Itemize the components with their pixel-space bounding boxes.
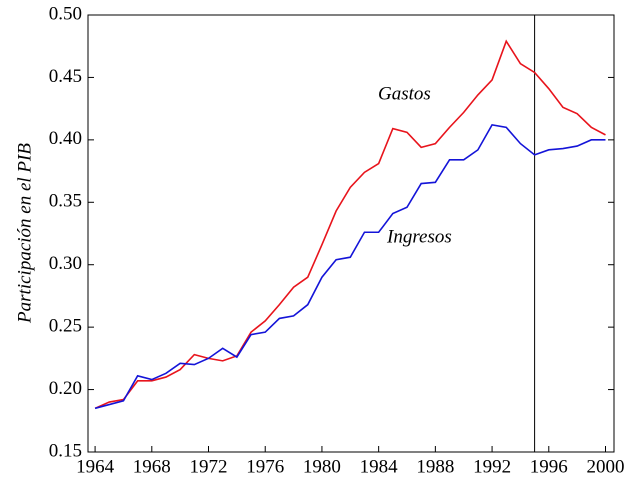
x-tick-label: 1984 <box>360 456 399 477</box>
plot-frame <box>87 14 615 453</box>
series-line <box>94 39 606 410</box>
x-tick-label: 1968 <box>133 456 171 477</box>
x-tick-label: 1992 <box>473 456 511 477</box>
y-tick-label: 0.20 <box>49 378 82 399</box>
y-tick-label: 0.50 <box>49 3 82 24</box>
series-label: Ingresos <box>386 226 452 247</box>
x-tick-label: 1964 <box>76 456 115 477</box>
y-axis-label: Participación en el PIB <box>14 143 35 324</box>
y-tick-label: 0.25 <box>49 316 82 337</box>
x-tick-label: 1972 <box>190 456 228 477</box>
x-tick-label: 1988 <box>416 456 454 477</box>
x-tick-label: 1996 <box>530 456 568 477</box>
series-line <box>94 123 606 410</box>
x-tick-label: 2000 <box>586 456 624 477</box>
x-tick-label: 1980 <box>303 456 341 477</box>
y-tick-label: 0.30 <box>49 253 82 274</box>
y-tick-label: 0.35 <box>49 191 82 212</box>
y-tick-label: 0.40 <box>49 128 82 149</box>
series-label: Gastos <box>378 83 431 104</box>
x-tick-label: 1976 <box>246 456 284 477</box>
y-tick-label: 0.15 <box>49 440 82 461</box>
y-tick-label: 0.45 <box>49 66 82 87</box>
